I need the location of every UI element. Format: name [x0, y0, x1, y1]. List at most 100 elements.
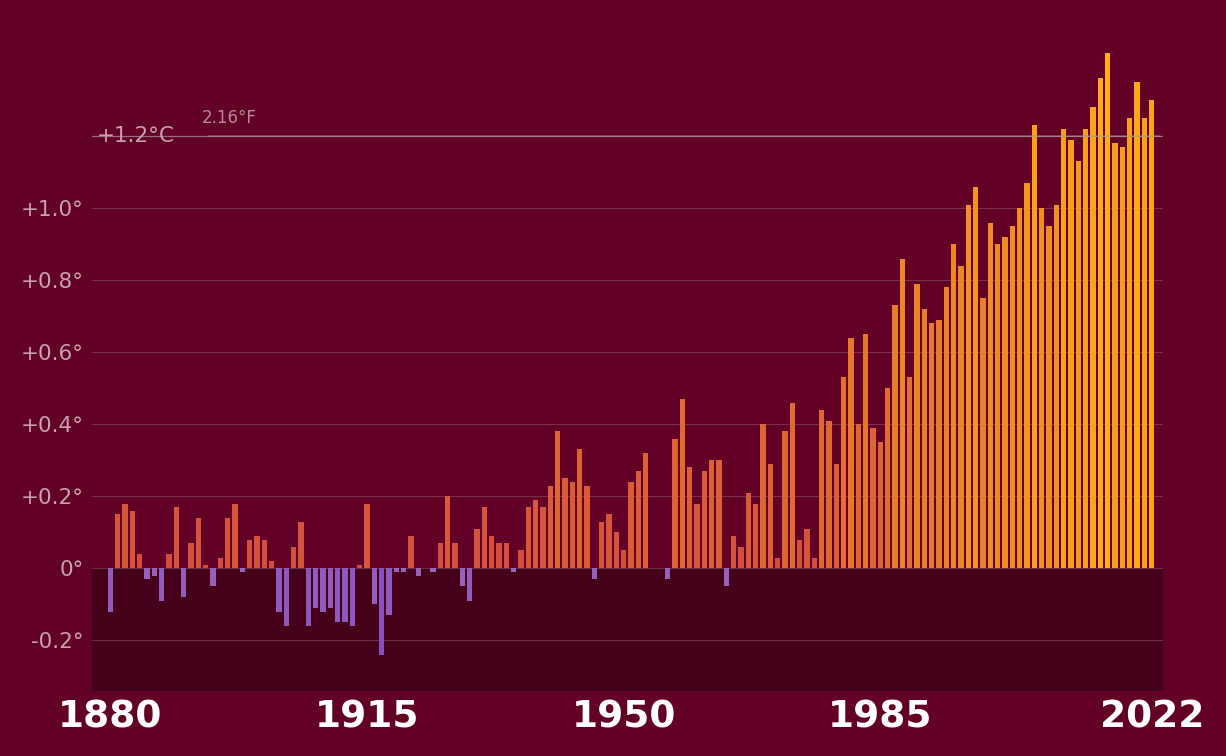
Bar: [452, 543, 457, 569]
Bar: [92, 568, 1162, 691]
Bar: [364, 503, 370, 569]
Bar: [511, 569, 516, 572]
Bar: [951, 244, 956, 569]
Bar: [1149, 100, 1155, 569]
Bar: [233, 503, 238, 569]
Bar: [679, 399, 685, 569]
Bar: [907, 377, 912, 569]
Bar: [497, 543, 501, 569]
Bar: [357, 565, 363, 569]
Bar: [349, 569, 356, 626]
Bar: [174, 507, 179, 569]
Bar: [944, 287, 949, 569]
Bar: [167, 554, 172, 569]
Bar: [1040, 208, 1045, 569]
Bar: [401, 569, 406, 572]
Bar: [541, 507, 546, 569]
Bar: [1018, 208, 1022, 569]
Bar: [701, 471, 707, 569]
Bar: [548, 485, 553, 569]
Bar: [533, 500, 538, 569]
Bar: [767, 464, 774, 569]
Bar: [753, 503, 759, 569]
Bar: [115, 514, 120, 569]
Bar: [108, 569, 113, 612]
Bar: [790, 403, 794, 569]
Bar: [196, 518, 201, 569]
Bar: [716, 460, 722, 569]
Bar: [123, 503, 128, 569]
Bar: [283, 569, 289, 626]
Bar: [218, 558, 223, 569]
Bar: [145, 569, 150, 579]
Bar: [782, 432, 787, 569]
Bar: [614, 532, 619, 569]
Bar: [1119, 147, 1125, 569]
Bar: [137, 554, 142, 569]
Bar: [723, 569, 729, 587]
Bar: [416, 569, 421, 575]
Bar: [966, 205, 971, 569]
Bar: [408, 536, 413, 569]
Bar: [1068, 140, 1074, 569]
Bar: [226, 518, 230, 569]
Bar: [585, 485, 590, 569]
Bar: [298, 522, 304, 569]
Bar: [863, 334, 868, 569]
Bar: [745, 493, 752, 569]
Bar: [204, 565, 208, 569]
Text: 2.16°F: 2.16°F: [202, 109, 257, 127]
Bar: [1025, 183, 1030, 569]
Bar: [394, 569, 398, 572]
Bar: [929, 324, 934, 569]
Bar: [181, 569, 186, 597]
Bar: [797, 540, 802, 569]
Bar: [915, 284, 920, 569]
Bar: [760, 424, 766, 569]
Bar: [973, 187, 978, 569]
Bar: [834, 464, 839, 569]
Bar: [1127, 118, 1133, 569]
Bar: [489, 536, 494, 569]
Bar: [885, 389, 890, 569]
Bar: [1090, 107, 1096, 569]
Bar: [1075, 161, 1081, 569]
Bar: [570, 482, 575, 569]
Bar: [629, 482, 634, 569]
Bar: [504, 543, 509, 569]
Bar: [1097, 79, 1103, 569]
Bar: [731, 536, 737, 569]
Bar: [856, 424, 861, 569]
Bar: [152, 569, 157, 575]
Bar: [526, 507, 531, 569]
Bar: [371, 569, 378, 604]
Bar: [622, 550, 626, 569]
Bar: [342, 569, 348, 622]
Text: +1.2°C: +1.2°C: [97, 126, 175, 146]
Bar: [563, 479, 568, 569]
Bar: [1054, 205, 1059, 569]
Bar: [996, 244, 1000, 569]
Bar: [959, 266, 964, 569]
Bar: [1047, 226, 1052, 569]
Bar: [438, 543, 443, 569]
Bar: [386, 569, 391, 615]
Bar: [664, 569, 671, 579]
Bar: [276, 569, 282, 612]
Bar: [900, 259, 905, 569]
Bar: [636, 471, 641, 569]
Bar: [577, 450, 582, 569]
Bar: [922, 309, 927, 569]
Bar: [694, 503, 700, 569]
Bar: [430, 569, 435, 572]
Bar: [1083, 129, 1089, 569]
Bar: [709, 460, 715, 569]
Bar: [1105, 53, 1111, 569]
Bar: [848, 338, 853, 569]
Bar: [1060, 129, 1067, 569]
Bar: [240, 569, 245, 572]
Bar: [255, 536, 260, 569]
Bar: [268, 561, 275, 569]
Bar: [607, 514, 612, 569]
Bar: [687, 467, 693, 569]
